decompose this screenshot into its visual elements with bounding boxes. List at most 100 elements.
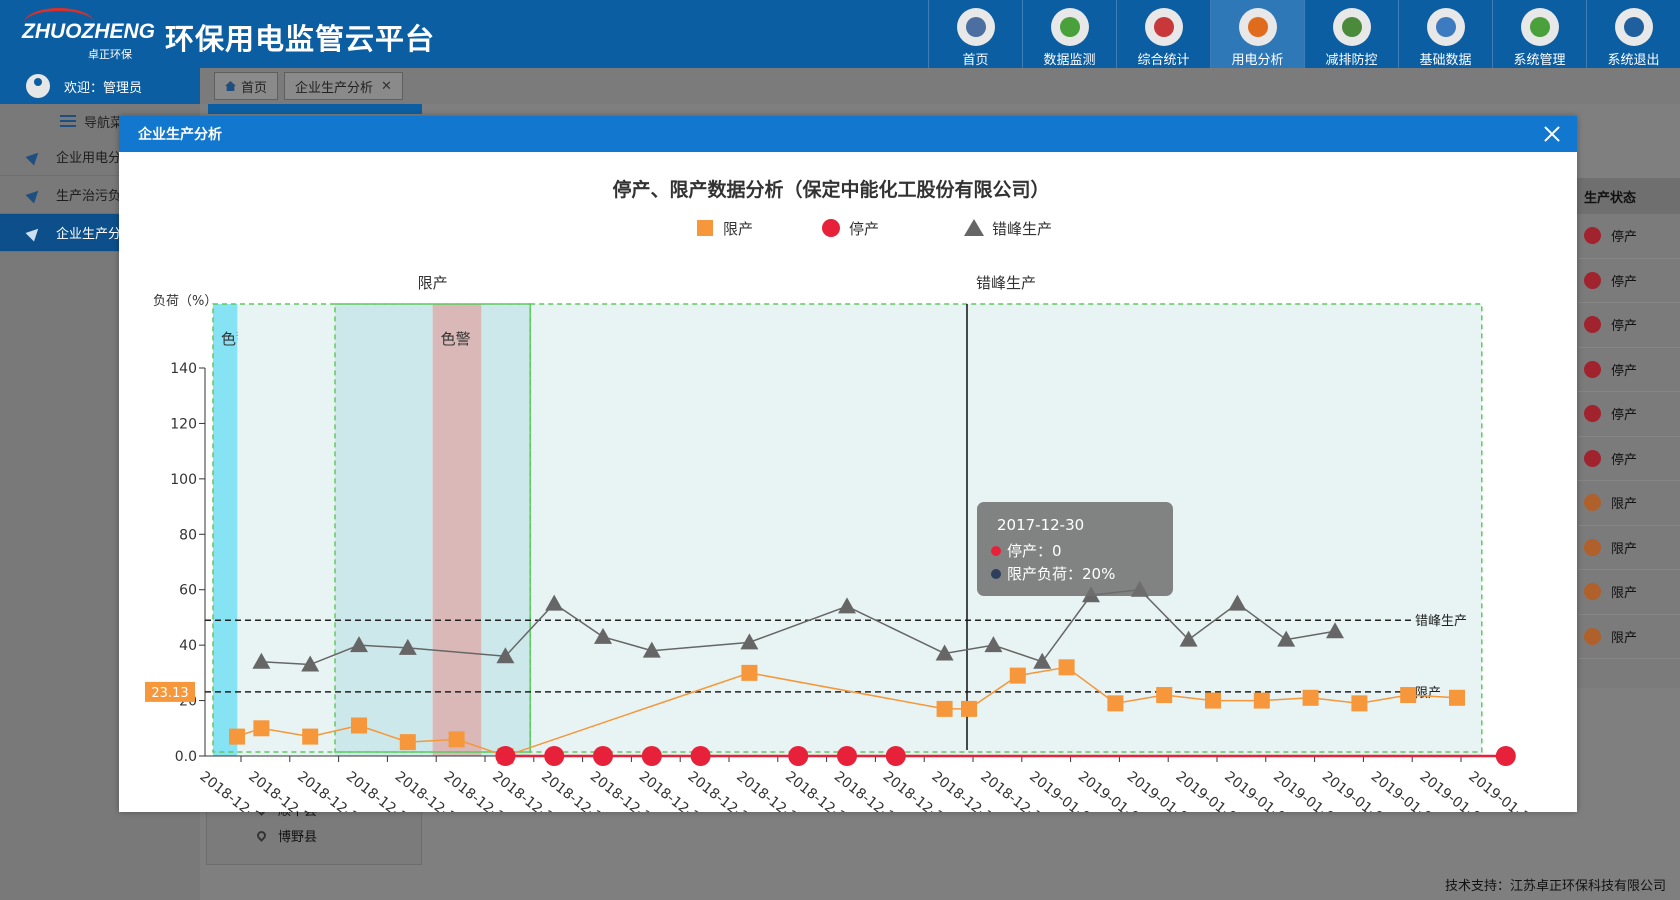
legend-label: 错峰生产 [992,220,1052,238]
data-point-triangle [984,636,1003,653]
mark-area [335,304,433,756]
logo-swoosh [24,8,94,38]
data-point-triangle [301,655,320,672]
app-title: 环保用电监管云平台 [165,22,436,56]
legend-triangle-icon [964,219,984,236]
data-point-triangle [740,633,759,650]
nav-item[interactable]: 基础数据 [1398,0,1492,68]
dashed-area-box [334,303,531,753]
status-row: 停产 [1570,214,1680,259]
mark-line-label: 限产 [1415,686,1441,701]
nav-item[interactable]: 综合统计 [1116,0,1210,68]
data-point-triangle [545,594,564,611]
status-row: 停产 [1570,259,1680,303]
data-point-circle [1495,746,1516,766]
gear-icon [1520,8,1559,46]
modal-title: 企业生产分析 [138,127,222,143]
logo-text: ZHUOZHENG [22,20,155,43]
production-analysis-modal: 企业生产分析 色警 色警 限产 错峰生产 停产、限产数据分析（保定中能化工股份有限公司）… [119,116,1577,812]
data-point-square [229,728,245,745]
data-point-triangle [398,638,417,655]
x-tick-label: 2019-01-10 [1465,769,1539,812]
user-avatar-icon [26,74,50,98]
tab-production-label: 企业生产分析 [295,80,374,96]
map-icon [956,8,995,46]
nav-item-label: 首页 [962,53,989,68]
status-dot-icon [1584,316,1601,334]
data-point-circle [495,746,516,766]
y-tick-label: 100 [170,472,197,488]
nav-item[interactable]: 数据监测 [1022,0,1116,68]
status-label: 停产 [1611,319,1638,335]
mark-line-badge-text: 23.13 [151,686,188,701]
data-point-square [1058,659,1075,676]
dashed-area-box [529,303,1483,753]
status-label: 停产 [1611,408,1638,424]
mark-area [213,304,238,756]
nav-item[interactable]: 首页 [928,0,1022,68]
data-point-triangle [838,597,856,614]
data-point-circle [788,746,809,766]
tab-close-icon[interactable]: ✕ [381,78,392,94]
send-icon [25,186,43,203]
data-point-square [253,720,270,737]
power-icon [1614,8,1653,46]
mark-area [432,304,482,756]
status-dot-icon [1584,494,1601,512]
y-tick-label: 80 [179,527,197,543]
nav-item-label: 基础数据 [1419,53,1472,68]
status-row: 停产 [1570,437,1680,481]
y-axis-label: 负荷（%） [153,294,217,309]
data-point-square [1107,695,1124,712]
y-tick-label: 120 [170,416,197,432]
status-label: 限产 [1611,586,1638,602]
user-bar: 欢迎：管理员 [0,68,200,104]
tab-production-analysis[interactable]: 企业生产分析 ✕ [284,72,403,100]
nav-item[interactable]: 系统管理 [1492,0,1586,68]
data-point-square [936,700,953,717]
logo-sub: 卓正环保 [88,48,132,61]
nav-item-label: 综合统计 [1137,53,1190,68]
nav-item[interactable]: 减排防控 [1304,0,1398,68]
data-point-square [1253,692,1270,709]
data-point-square [448,731,465,748]
send-icon [25,224,43,241]
status-dot-icon [1584,627,1601,645]
data-point-square [302,728,319,745]
status-label: 停产 [1611,274,1638,290]
status-dot-icon [1584,449,1601,467]
data-point-square [351,717,367,734]
tooltip-dot-stop [991,545,1001,556]
tooltip-row-limit: 限产负荷：20% [991,563,1173,584]
modal-header: 企业生产分析 [119,116,1577,152]
y-tick-label: 140 [170,361,197,377]
tab-home[interactable]: 首页 [214,72,279,100]
nav-item[interactable]: 用电分析 [1210,0,1304,68]
tooltip-stop-text: 停产：0 [1007,542,1062,560]
data-point-square [1449,689,1465,706]
mark-area [237,304,335,756]
close-icon[interactable] [1541,123,1563,145]
nav-item[interactable]: 系统退出 [1586,0,1680,68]
status-label: 限产 [1611,497,1638,513]
tree-item[interactable]: 博野县 [207,822,421,848]
logo: ZHUOZHENG 卓正环保 [18,8,158,61]
data-point-square [399,734,416,751]
sidebar-item[interactable]: 企业用电分析 [0,138,200,176]
status-dot-icon [1584,538,1601,556]
status-dot-icon [1584,227,1601,245]
data-point-circle [544,746,565,766]
area-group-label: 限产 [418,274,448,292]
monitor-icon [1238,8,1277,46]
nav-item-label: 系统管理 [1513,53,1566,68]
tooltip-dot-limit [991,568,1001,579]
nav-item-label: 用电分析 [1231,53,1284,68]
data-point-circle [641,746,662,766]
data-point-square [1351,695,1368,712]
footer-support-text: 技术支持：江苏卓正环保科技有限公司 [1444,879,1666,894]
status-row: 限产 [1570,526,1680,570]
legend-label: 限产 [723,220,753,238]
menu-icon [60,115,76,127]
status-row: 限产 [1570,615,1680,659]
tree-item-label: 博野县 [278,829,318,845]
